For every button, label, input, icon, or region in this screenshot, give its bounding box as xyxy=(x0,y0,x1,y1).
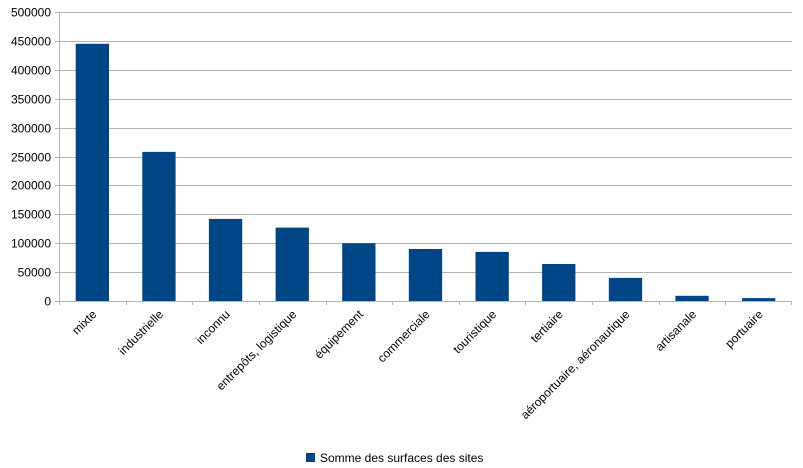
y-tick-label: 450000 xyxy=(11,35,51,49)
bar-1 xyxy=(142,151,176,301)
bar-10 xyxy=(742,298,776,301)
y-tick-label: 50000 xyxy=(18,266,52,280)
gridlines xyxy=(59,12,792,302)
bar-4 xyxy=(342,243,376,301)
bar-2 xyxy=(208,218,243,301)
bar-6 xyxy=(475,251,509,301)
x-tick-label: aéroportuaire, aéronautique xyxy=(518,307,633,422)
bar-0 xyxy=(75,43,109,302)
legend-swatch xyxy=(306,453,315,462)
x-tick-label: équipement xyxy=(312,307,367,362)
x-tick-label: artisanale xyxy=(652,307,699,354)
bar-9 xyxy=(675,295,709,301)
y-axis-ticks: 0 50000 100000 150000 200000 250000 300000 3500… xyxy=(11,6,59,309)
x-tick-label: inconnu xyxy=(193,307,233,347)
x-tick-label: commerciale xyxy=(375,307,433,365)
bar-7 xyxy=(542,264,576,301)
bar-8 xyxy=(608,277,643,301)
y-tick-label: 300000 xyxy=(11,122,51,136)
axes xyxy=(59,12,792,305)
y-tick-label: 400000 xyxy=(11,64,51,78)
y-tick-label: 250000 xyxy=(11,151,51,165)
y-tick-label: 500000 xyxy=(11,6,51,20)
bar-5 xyxy=(408,249,443,301)
bar-3 xyxy=(275,227,309,301)
y-tick-label: 0 xyxy=(44,295,51,309)
legend-label: Somme des surfaces des sites xyxy=(320,451,483,465)
x-tick-label: mixte xyxy=(69,307,99,337)
x-tick-label: portuaire xyxy=(722,307,766,351)
bars xyxy=(75,43,776,302)
y-tick-label: 200000 xyxy=(11,179,51,193)
x-tick-label: tertiaire xyxy=(528,307,566,345)
y-tick-label: 100000 xyxy=(11,237,51,251)
y-tick-label: 350000 xyxy=(11,93,51,107)
legend: Somme des surfaces des sites xyxy=(306,451,483,465)
x-tick-label: industrielle xyxy=(116,307,167,358)
x-tick-label: touristique xyxy=(450,307,499,356)
y-tick-label: 150000 xyxy=(11,208,51,222)
